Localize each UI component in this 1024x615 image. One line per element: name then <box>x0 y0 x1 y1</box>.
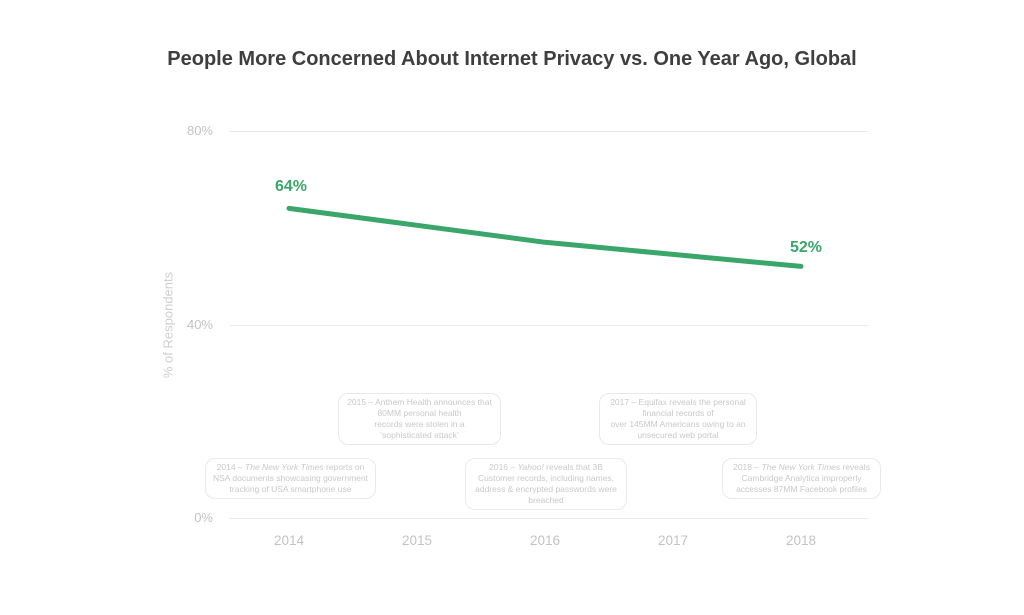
x-tick-2015: 2015 <box>401 533 433 548</box>
annotation-2018-cambridge-analytica-box: 2018 – The New York Times reveals Cambri… <box>722 458 881 499</box>
data-label-2014: 64% <box>274 178 308 195</box>
annotation-2016-yahoo-box: 2016 – Yahoo! reveals that 3B Customer r… <box>465 458 627 510</box>
y-tick-0: 0% <box>194 510 213 525</box>
y-tick-80: 80% <box>186 123 213 138</box>
trend-line <box>286 205 804 269</box>
x-tick-2014: 2014 <box>273 533 305 548</box>
gridline-80 <box>230 131 868 132</box>
y-tick-40: 40% <box>186 316 213 332</box>
x-tick-2018: 2018 <box>785 533 817 548</box>
annotation-2014-nsa-box: 2014 – The New York Times reports on NSA… <box>205 458 376 499</box>
data-label-2018: 52% <box>789 239 823 256</box>
annotation-2015-anthem-box: 2015 – Anthem Health announces that 80MM… <box>338 393 501 445</box>
annotation-2017-equifax-box: 2017 – Equifax reveals the personal fina… <box>599 393 757 445</box>
gridline-40 <box>230 324 868 326</box>
x-tick-2016: 2016 <box>529 533 561 548</box>
x-tick-2017: 2017 <box>657 533 689 548</box>
chart-title: People More Concerned About Internet Pri… <box>167 48 857 70</box>
gridline-0 <box>230 518 868 519</box>
